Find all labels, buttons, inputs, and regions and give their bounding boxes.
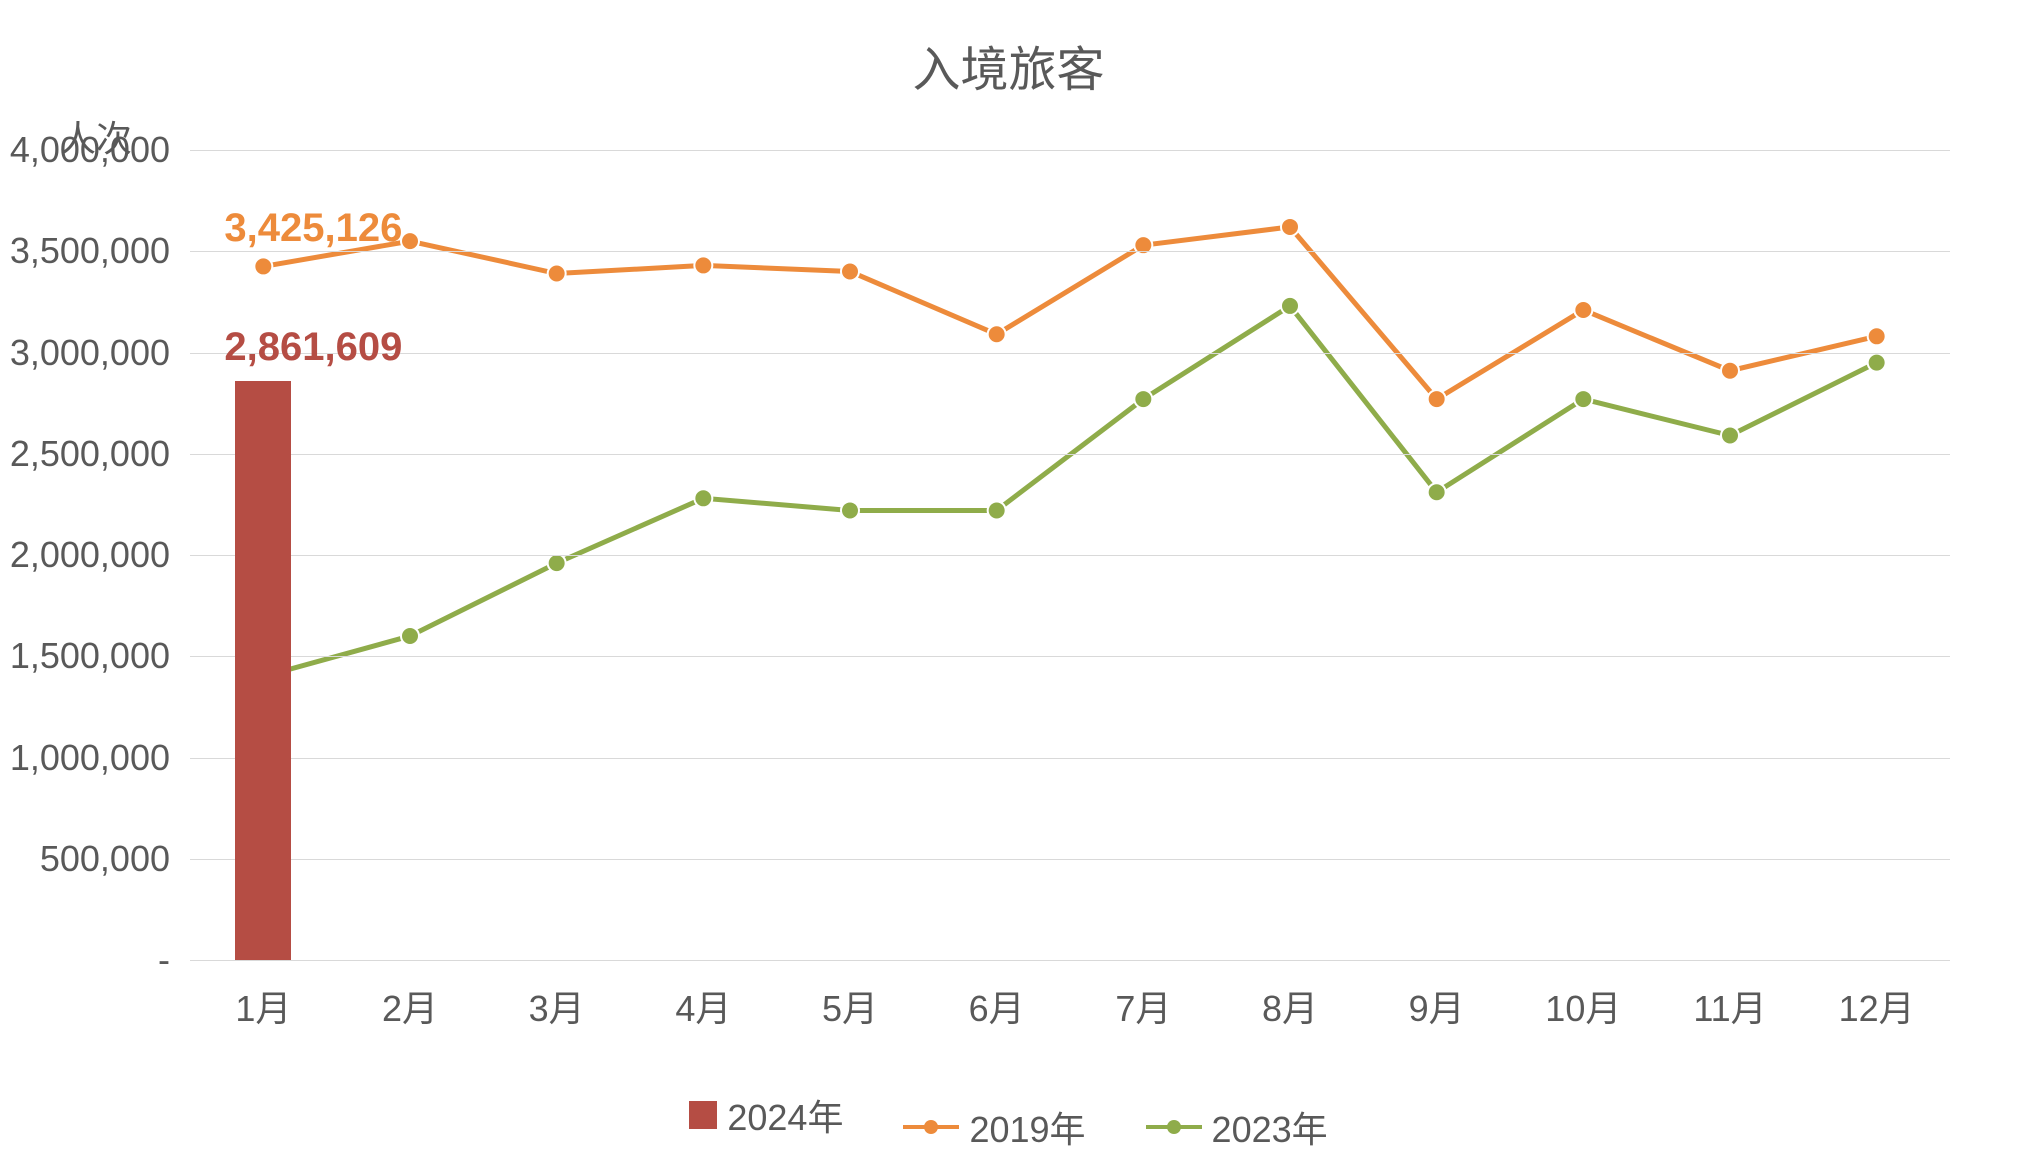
series-marker — [1574, 390, 1592, 408]
gridline — [190, 960, 1950, 961]
series-marker — [1134, 390, 1152, 408]
data-label: 3,425,126 — [224, 206, 402, 251]
legend-item-line_2019: 2019年 — [903, 1101, 1085, 1153]
y-tick-label: 3,500,000 — [0, 230, 170, 272]
x-tick-label: 8月 — [1262, 980, 1318, 1032]
legend-item-bar_2024: 2024年 — [689, 1089, 843, 1141]
legend-item-line_2023: 2023年 — [1146, 1101, 1328, 1153]
y-tick-label: - — [0, 939, 170, 981]
x-tick-label: 4月 — [675, 980, 731, 1032]
inbound-visitors-chart: 入境旅客 人次 3,425,1262,861,609 2024年2019年202… — [0, 0, 2017, 1173]
x-tick-label: 11月 — [1693, 980, 1766, 1032]
gridline — [190, 454, 1950, 455]
x-tick-label: 12月 — [1839, 980, 1915, 1032]
gridline — [190, 656, 1950, 657]
series-line — [263, 306, 1876, 677]
series-marker — [988, 501, 1006, 519]
series-marker — [1721, 427, 1739, 445]
x-tick-label: 3月 — [529, 980, 585, 1032]
gridline — [190, 251, 1950, 252]
legend: 2024年 2019年 2023年 — [0, 1089, 2017, 1153]
data-label: 2,861,609 — [224, 325, 402, 370]
x-tick-label: 10月 — [1545, 980, 1621, 1032]
series-marker — [1868, 354, 1886, 372]
y-tick-label: 1,500,000 — [0, 635, 170, 677]
bar-2024 — [235, 381, 291, 960]
x-tick-label: 5月 — [822, 980, 878, 1032]
legend-label: 2024年 — [727, 1089, 843, 1141]
gridline — [190, 353, 1950, 354]
x-tick-label: 7月 — [1115, 980, 1171, 1032]
x-tick-label: 9月 — [1409, 980, 1465, 1032]
x-tick-label: 6月 — [969, 980, 1025, 1032]
y-tick-label: 1,000,000 — [0, 737, 170, 779]
y-tick-label: 2,500,000 — [0, 433, 170, 475]
y-tick-label: 500,000 — [0, 838, 170, 880]
series-marker — [694, 489, 712, 507]
series-marker — [401, 627, 419, 645]
x-tick-label: 2月 — [382, 980, 438, 1032]
series-marker — [1428, 483, 1446, 501]
legend-swatch-bar — [689, 1101, 717, 1129]
legend-swatch-line — [1146, 1125, 1202, 1129]
legend-swatch-line — [903, 1125, 959, 1129]
gridline — [190, 758, 1950, 759]
y-tick-label: 3,000,000 — [0, 332, 170, 374]
y-tick-label: 4,000,000 — [0, 129, 170, 171]
y-tick-label: 2,000,000 — [0, 534, 170, 576]
gridline — [190, 555, 1950, 556]
series-marker — [841, 501, 859, 519]
x-tick-label: 1月 — [235, 980, 291, 1032]
series-marker — [1281, 297, 1299, 315]
series-marker — [548, 554, 566, 572]
plot-area: 3,425,126 2,861,609 — [190, 150, 1950, 960]
gridline — [190, 859, 1950, 860]
chart-title: 入境旅客 — [0, 30, 2017, 100]
gridline — [190, 150, 1950, 151]
legend-label: 2019年 — [969, 1101, 1085, 1153]
legend-label: 2023年 — [1212, 1101, 1328, 1153]
